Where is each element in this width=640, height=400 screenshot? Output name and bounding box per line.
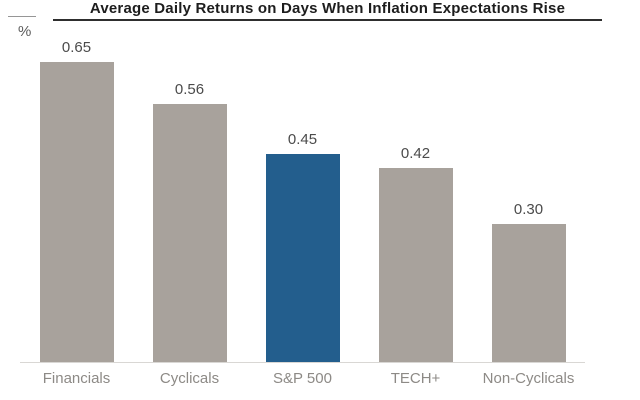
- bar-tech-: [378, 168, 453, 362]
- bar-value-label: 0.30: [513, 201, 544, 218]
- bar-s-p-500: [265, 154, 340, 362]
- x-axis-label: Cyclicals: [159, 370, 220, 387]
- bar-value-label: 0.65: [61, 39, 92, 56]
- bar-value-label: 0.42: [400, 145, 431, 162]
- x-axis-label: S&P 500: [273, 370, 332, 387]
- bar-column: 0.65: [20, 39, 133, 362]
- bar-column: 0.30: [472, 201, 585, 362]
- plot-area: 0.65 0.56 0.45 0.42 0.30: [20, 39, 585, 363]
- x-axis-label: Financials: [42, 370, 111, 387]
- bar-cyclicals: [152, 104, 227, 362]
- bar-value-label: 0.45: [287, 131, 318, 148]
- bar-value-label: 0.56: [174, 81, 205, 98]
- x-axis-label: TECH+: [390, 370, 441, 387]
- bar-column: 0.42: [359, 145, 472, 362]
- bar-non-cyclicals: [491, 224, 566, 362]
- bar-column: 0.45: [246, 131, 359, 362]
- x-axis-labels: Financials Cyclicals S&P 500 TECH+ Non-Cycli…: [20, 363, 585, 387]
- bar-column: 0.56: [133, 81, 246, 362]
- bar-financials: [39, 62, 114, 362]
- y-axis-tick: [8, 16, 36, 17]
- chart-title: Average Daily Returns on Days When Infla…: [53, 0, 602, 21]
- y-axis-unit-label: %: [18, 23, 32, 40]
- x-axis-label: Non-Cyclicals: [482, 370, 575, 387]
